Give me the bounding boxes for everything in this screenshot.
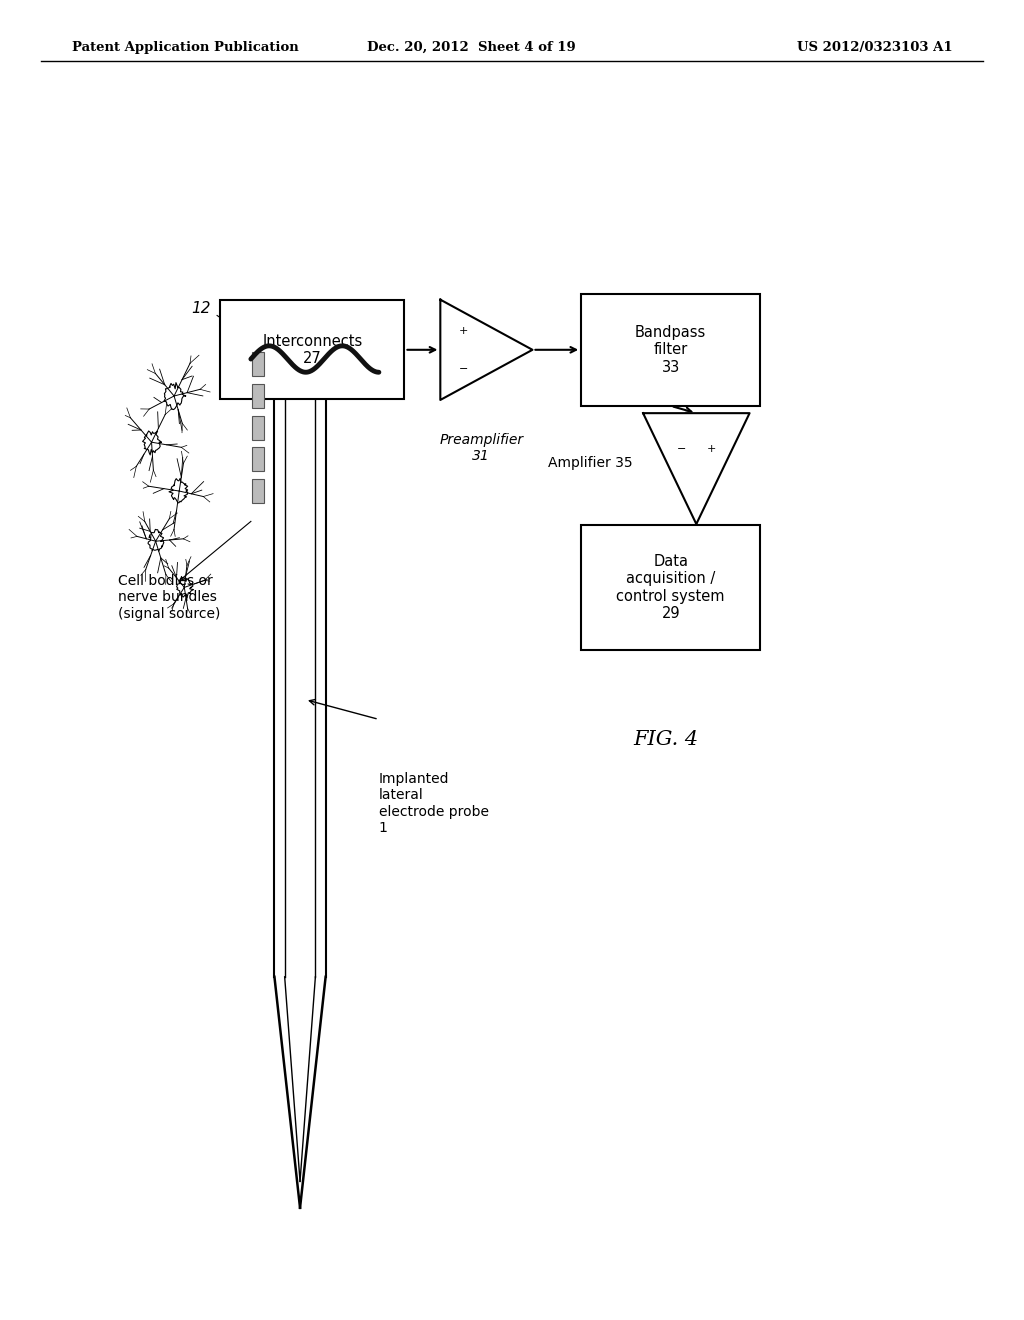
Bar — [252, 384, 264, 408]
Text: Interconnects
27: Interconnects 27 — [262, 334, 362, 366]
Text: 12: 12 — [190, 301, 211, 317]
Text: FIG. 4: FIG. 4 — [633, 730, 698, 748]
Bar — [252, 352, 264, 376]
Text: Data
acquisition /
control system
29: Data acquisition / control system 29 — [616, 554, 725, 620]
Bar — [220, 300, 404, 399]
Text: −: − — [677, 445, 686, 454]
Text: Cell bodies or
nerve bundles
(signal source): Cell bodies or nerve bundles (signal sou… — [118, 574, 220, 620]
Polygon shape — [440, 300, 532, 400]
Bar — [252, 447, 264, 471]
Bar — [252, 479, 264, 503]
Text: Patent Application Publication: Patent Application Publication — [72, 41, 298, 54]
Bar — [582, 524, 760, 649]
Text: Implanted
lateral
electrode probe
1: Implanted lateral electrode probe 1 — [379, 772, 488, 834]
Text: +: + — [459, 326, 468, 335]
Text: Amplifier 35: Amplifier 35 — [548, 455, 633, 470]
Text: US 2012/0323103 A1: US 2012/0323103 A1 — [797, 41, 952, 54]
Bar — [582, 294, 760, 407]
Text: +: + — [707, 445, 716, 454]
Bar — [252, 416, 264, 440]
Text: Bandpass
filter
33: Bandpass filter 33 — [635, 325, 707, 375]
Text: Preamplifier
31: Preamplifier 31 — [439, 433, 523, 463]
Text: −: − — [459, 364, 468, 374]
Text: Dec. 20, 2012  Sheet 4 of 19: Dec. 20, 2012 Sheet 4 of 19 — [367, 41, 575, 54]
Polygon shape — [643, 413, 750, 524]
